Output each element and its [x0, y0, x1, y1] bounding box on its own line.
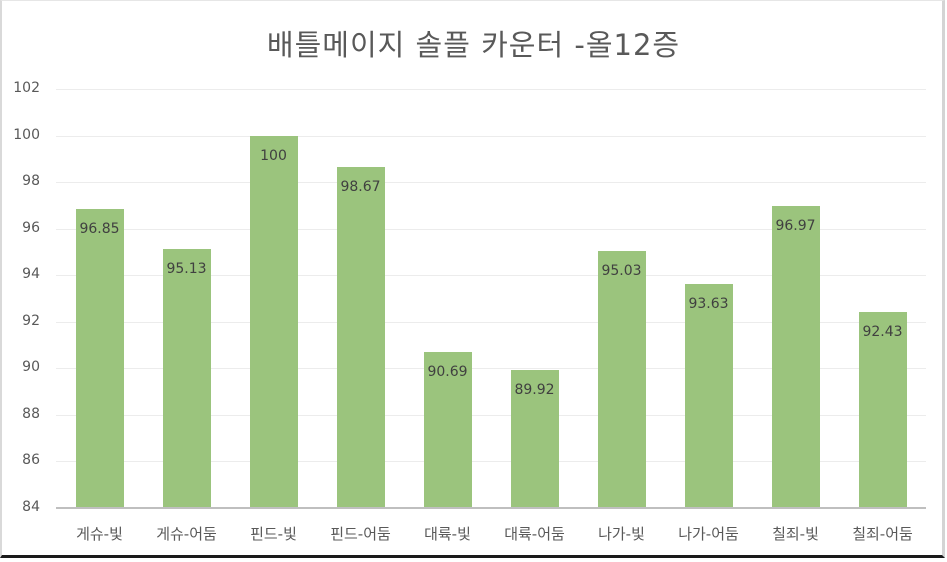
- chart-title: 배틀메이지 솔플 카운터 -올12증: [266, 28, 681, 62]
- data-label: 92.43: [862, 323, 903, 340]
- y-tick-label: 98: [22, 173, 40, 190]
- gridline: [56, 89, 926, 90]
- gridline: [56, 461, 926, 463]
- data-label: 98.67: [340, 178, 381, 195]
- bar[interactable]: [162, 248, 211, 507]
- y-tick-label: 88: [22, 405, 40, 422]
- bar[interactable]: [510, 370, 559, 507]
- bar[interactable]: [858, 311, 907, 507]
- gridline: [56, 321, 926, 323]
- data-label: 95.03: [601, 263, 642, 280]
- data-label: 96.85: [79, 220, 120, 237]
- x-tick-label: 대륙-빛: [424, 525, 471, 543]
- y-tick-label: 102: [13, 80, 40, 96]
- plot-area: 96.85 95.13 100 98.67 90.69 89.92 95.03 93.63 96…: [56, 89, 926, 509]
- y-tick-label: 86: [22, 452, 40, 469]
- data-label: 95.13: [166, 260, 207, 277]
- x-axis-line: [56, 507, 926, 509]
- x-tick-label: 칠죄-빛: [772, 525, 819, 543]
- gridline: [56, 182, 926, 184]
- x-tick-label: 핀드-어둠: [330, 525, 391, 543]
- data-label: 90.69: [427, 364, 468, 381]
- bar[interactable]: [771, 206, 820, 507]
- bar[interactable]: [75, 208, 124, 507]
- x-tick-label: 핀드-빛: [250, 525, 297, 543]
- data-label: 93.63: [688, 295, 729, 312]
- y-tick-label: 94: [22, 266, 40, 283]
- y-tick-label: 96: [22, 219, 40, 236]
- bar[interactable]: [336, 166, 385, 507]
- y-tick-label: 84: [22, 499, 40, 515]
- data-label: 89.92: [514, 382, 555, 399]
- gridline: [56, 368, 926, 370]
- x-tick-label: 게슈-어둠: [156, 525, 217, 543]
- x-tick-label: 나가-어둠: [678, 525, 739, 543]
- y-tick-label: 90: [22, 359, 40, 376]
- bar[interactable]: [684, 283, 733, 507]
- bar[interactable]: [597, 251, 646, 507]
- bar[interactable]: [249, 135, 298, 507]
- data-label: 100: [260, 147, 287, 164]
- gridline: [56, 135, 926, 137]
- data-label: 96.97: [775, 218, 816, 235]
- bar[interactable]: [423, 352, 472, 507]
- gridline: [56, 275, 926, 277]
- gridline: [56, 228, 926, 230]
- y-tick-label: 92: [22, 312, 40, 329]
- x-tick-label: 칠죄-어둠: [852, 525, 913, 543]
- y-tick-label: 100: [13, 126, 40, 143]
- x-tick-label: 나가-빛: [598, 525, 645, 543]
- x-tick-label: 게슈-빛: [76, 525, 123, 543]
- x-tick-label: 대륙-어둠: [504, 525, 565, 543]
- gridline: [56, 414, 926, 416]
